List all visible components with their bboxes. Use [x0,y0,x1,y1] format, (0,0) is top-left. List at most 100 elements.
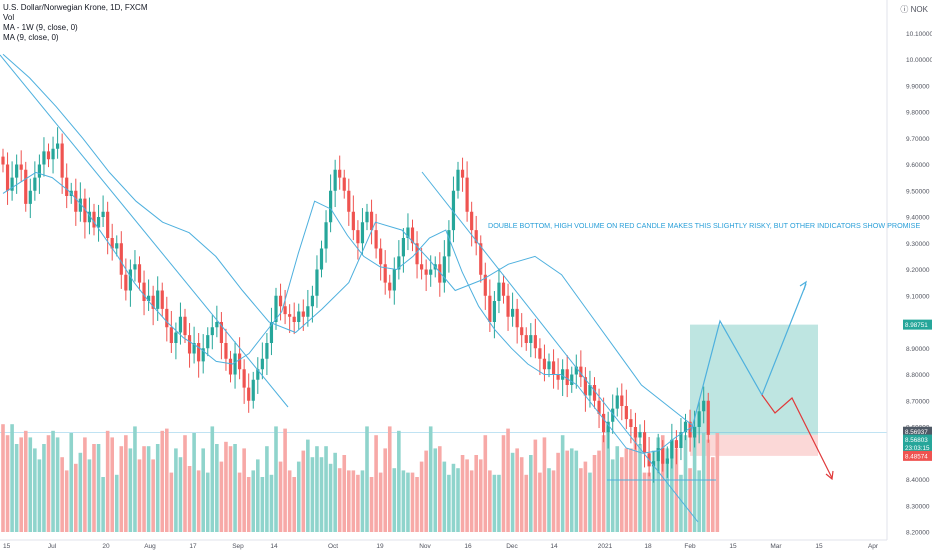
volume-bar [597,450,601,532]
volume-bar [51,430,55,532]
volume-bar [442,461,447,532]
volume-bar [328,463,333,532]
candle-body [183,316,187,336]
volume-bar [415,477,419,532]
loss-zone [690,434,818,456]
ma2-legend[interactable]: MA (9, close, 0) [3,33,59,42]
drawings [0,54,834,523]
candle-body [224,343,228,359]
volume-bar [624,448,629,532]
volume-bar [42,444,46,532]
volume-bar [119,446,124,532]
time-tick-label: 20 [102,543,110,550]
candle-body [115,243,119,249]
volume-bar [319,457,324,532]
volume-bar [447,474,451,532]
countdown-tag: 23:03:15 [905,445,930,452]
volume-bar [633,433,638,532]
candle-body [347,190,351,212]
candle-body [565,369,569,385]
candle-body [192,343,196,354]
volume-bar [306,439,310,532]
candle-body [283,306,287,315]
time-tick-label: Jul [48,543,57,550]
volume-bar [287,470,292,532]
volume-bar [246,477,251,532]
candle-body [438,264,442,283]
volume-bar [679,474,683,532]
volume-bar [210,426,215,532]
volume-bar [224,441,228,532]
candle-body [524,335,528,343]
volume-bar [133,426,137,532]
candle-body [611,408,615,422]
time-tick-label: 18 [644,543,652,550]
arrow-down-head [825,470,834,481]
candle-body [551,361,556,375]
candle-body [87,211,92,223]
volume-bar [483,435,488,532]
ma1-legend[interactable]: MA - 1W (9, close, 0) [3,23,78,32]
volume-bar [529,455,533,532]
volume-bar [265,446,269,532]
target-price-tag: 8.98751 [905,322,928,329]
volume-bar [101,477,105,532]
volume-legend[interactable]: Vol [3,13,15,22]
candle-body [388,282,392,291]
volume-bar [588,472,592,532]
candle-body [406,227,410,238]
time-tick-label: Mar [770,543,782,550]
candle-body [65,177,69,196]
volume-bars [1,424,720,532]
candle-body [42,151,46,165]
candle-body [656,448,660,462]
annotation-text: DOUBLE BOTTOM, HIGH VOLUME ON RED CANDLE… [488,221,920,230]
candle-body [92,211,96,228]
time-tick-label: Oct [328,543,338,550]
volume-bar [501,435,506,532]
candle-body [665,458,669,464]
volume-bar [146,446,151,532]
price-tick-label: 9.20000 [906,267,930,274]
candle-body [46,151,51,160]
currency-icon: ⓘ [900,5,909,14]
candle-body [515,308,519,328]
price-tick-label: 9.60000 [906,162,930,169]
volume-bar [292,477,296,532]
candle-body [156,290,160,309]
candle-body [511,308,515,317]
ma-9-line [2,171,693,454]
candle-body [306,306,310,317]
candle-body [142,282,146,301]
volume-bar [64,470,69,532]
candle-body [56,143,60,149]
volume-bar [683,435,688,532]
candle-body [251,379,255,401]
target-price-tag-bg [903,319,932,330]
price-tick-label: 9.50000 [906,188,930,195]
candle-body [206,335,210,349]
volume-bar [711,457,715,532]
candle-body [693,427,697,438]
candle-body [583,377,587,396]
candle-body [310,295,314,307]
volume-bar [524,474,529,532]
candle-body [333,169,337,191]
candle-body [351,211,355,231]
volume-bar [438,446,442,532]
volume-bar [274,426,278,532]
candle-body [219,322,223,343]
symbol-title[interactable]: U.S. Dollar/Norwegian Krone, 1D, FXCM [3,3,148,12]
volume-bar [569,448,574,532]
candle-body [51,148,55,160]
volume-bar [14,444,19,532]
candle-body [215,322,219,328]
countdown-tag-bg [903,442,932,453]
volume-bar [183,435,187,532]
candle-body [474,230,478,244]
volume-bar [551,470,556,532]
candle-body [570,374,574,385]
volume-bar [60,457,64,532]
